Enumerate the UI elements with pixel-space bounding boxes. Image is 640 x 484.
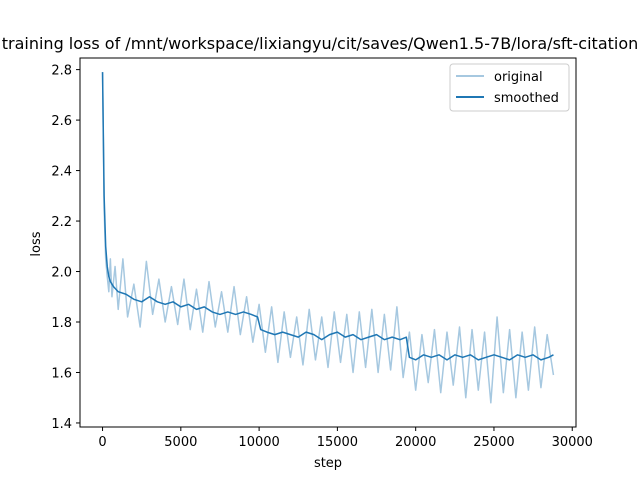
y-tick-label: 2.8 <box>51 64 72 79</box>
x-tick-label: 15000 <box>317 435 358 450</box>
y-tick-label: 2.4 <box>51 165 72 180</box>
legend: original smoothed <box>449 63 570 112</box>
x-tick-label: 5000 <box>164 435 197 450</box>
x-tick-label: 0 <box>98 435 106 450</box>
series-line-original <box>101 72 555 404</box>
series-line-smoothed <box>101 72 554 361</box>
x-axis-label: step <box>314 456 342 471</box>
legend-label-original: original <box>494 70 543 85</box>
x-tick-label: 10000 <box>238 435 279 450</box>
y-tick-label: 2.0 <box>51 266 72 281</box>
chart-title: training loss of /mnt/workspace/lixiangy… <box>2 34 639 53</box>
x-tick-label: 25000 <box>473 435 514 450</box>
y-tick-label: 2.2 <box>51 215 72 230</box>
y-tick-label: 2.6 <box>51 114 72 129</box>
legend-label-smoothed: smoothed <box>494 91 559 106</box>
y-tick-label: 1.4 <box>51 417 72 432</box>
plot-area <box>101 72 555 404</box>
axes-layer: 0 5000 10000 15000 20000 25000 30000 1.4 1.6 1.8 2… <box>51 57 593 450</box>
y-axis-label: loss <box>29 231 44 256</box>
x-tick-label: 20000 <box>395 435 436 450</box>
axes-frame <box>79 57 577 428</box>
y-tick-label: 1.6 <box>51 366 72 381</box>
x-tick-label: 30000 <box>552 435 593 450</box>
y-tick-label: 1.8 <box>51 316 72 331</box>
